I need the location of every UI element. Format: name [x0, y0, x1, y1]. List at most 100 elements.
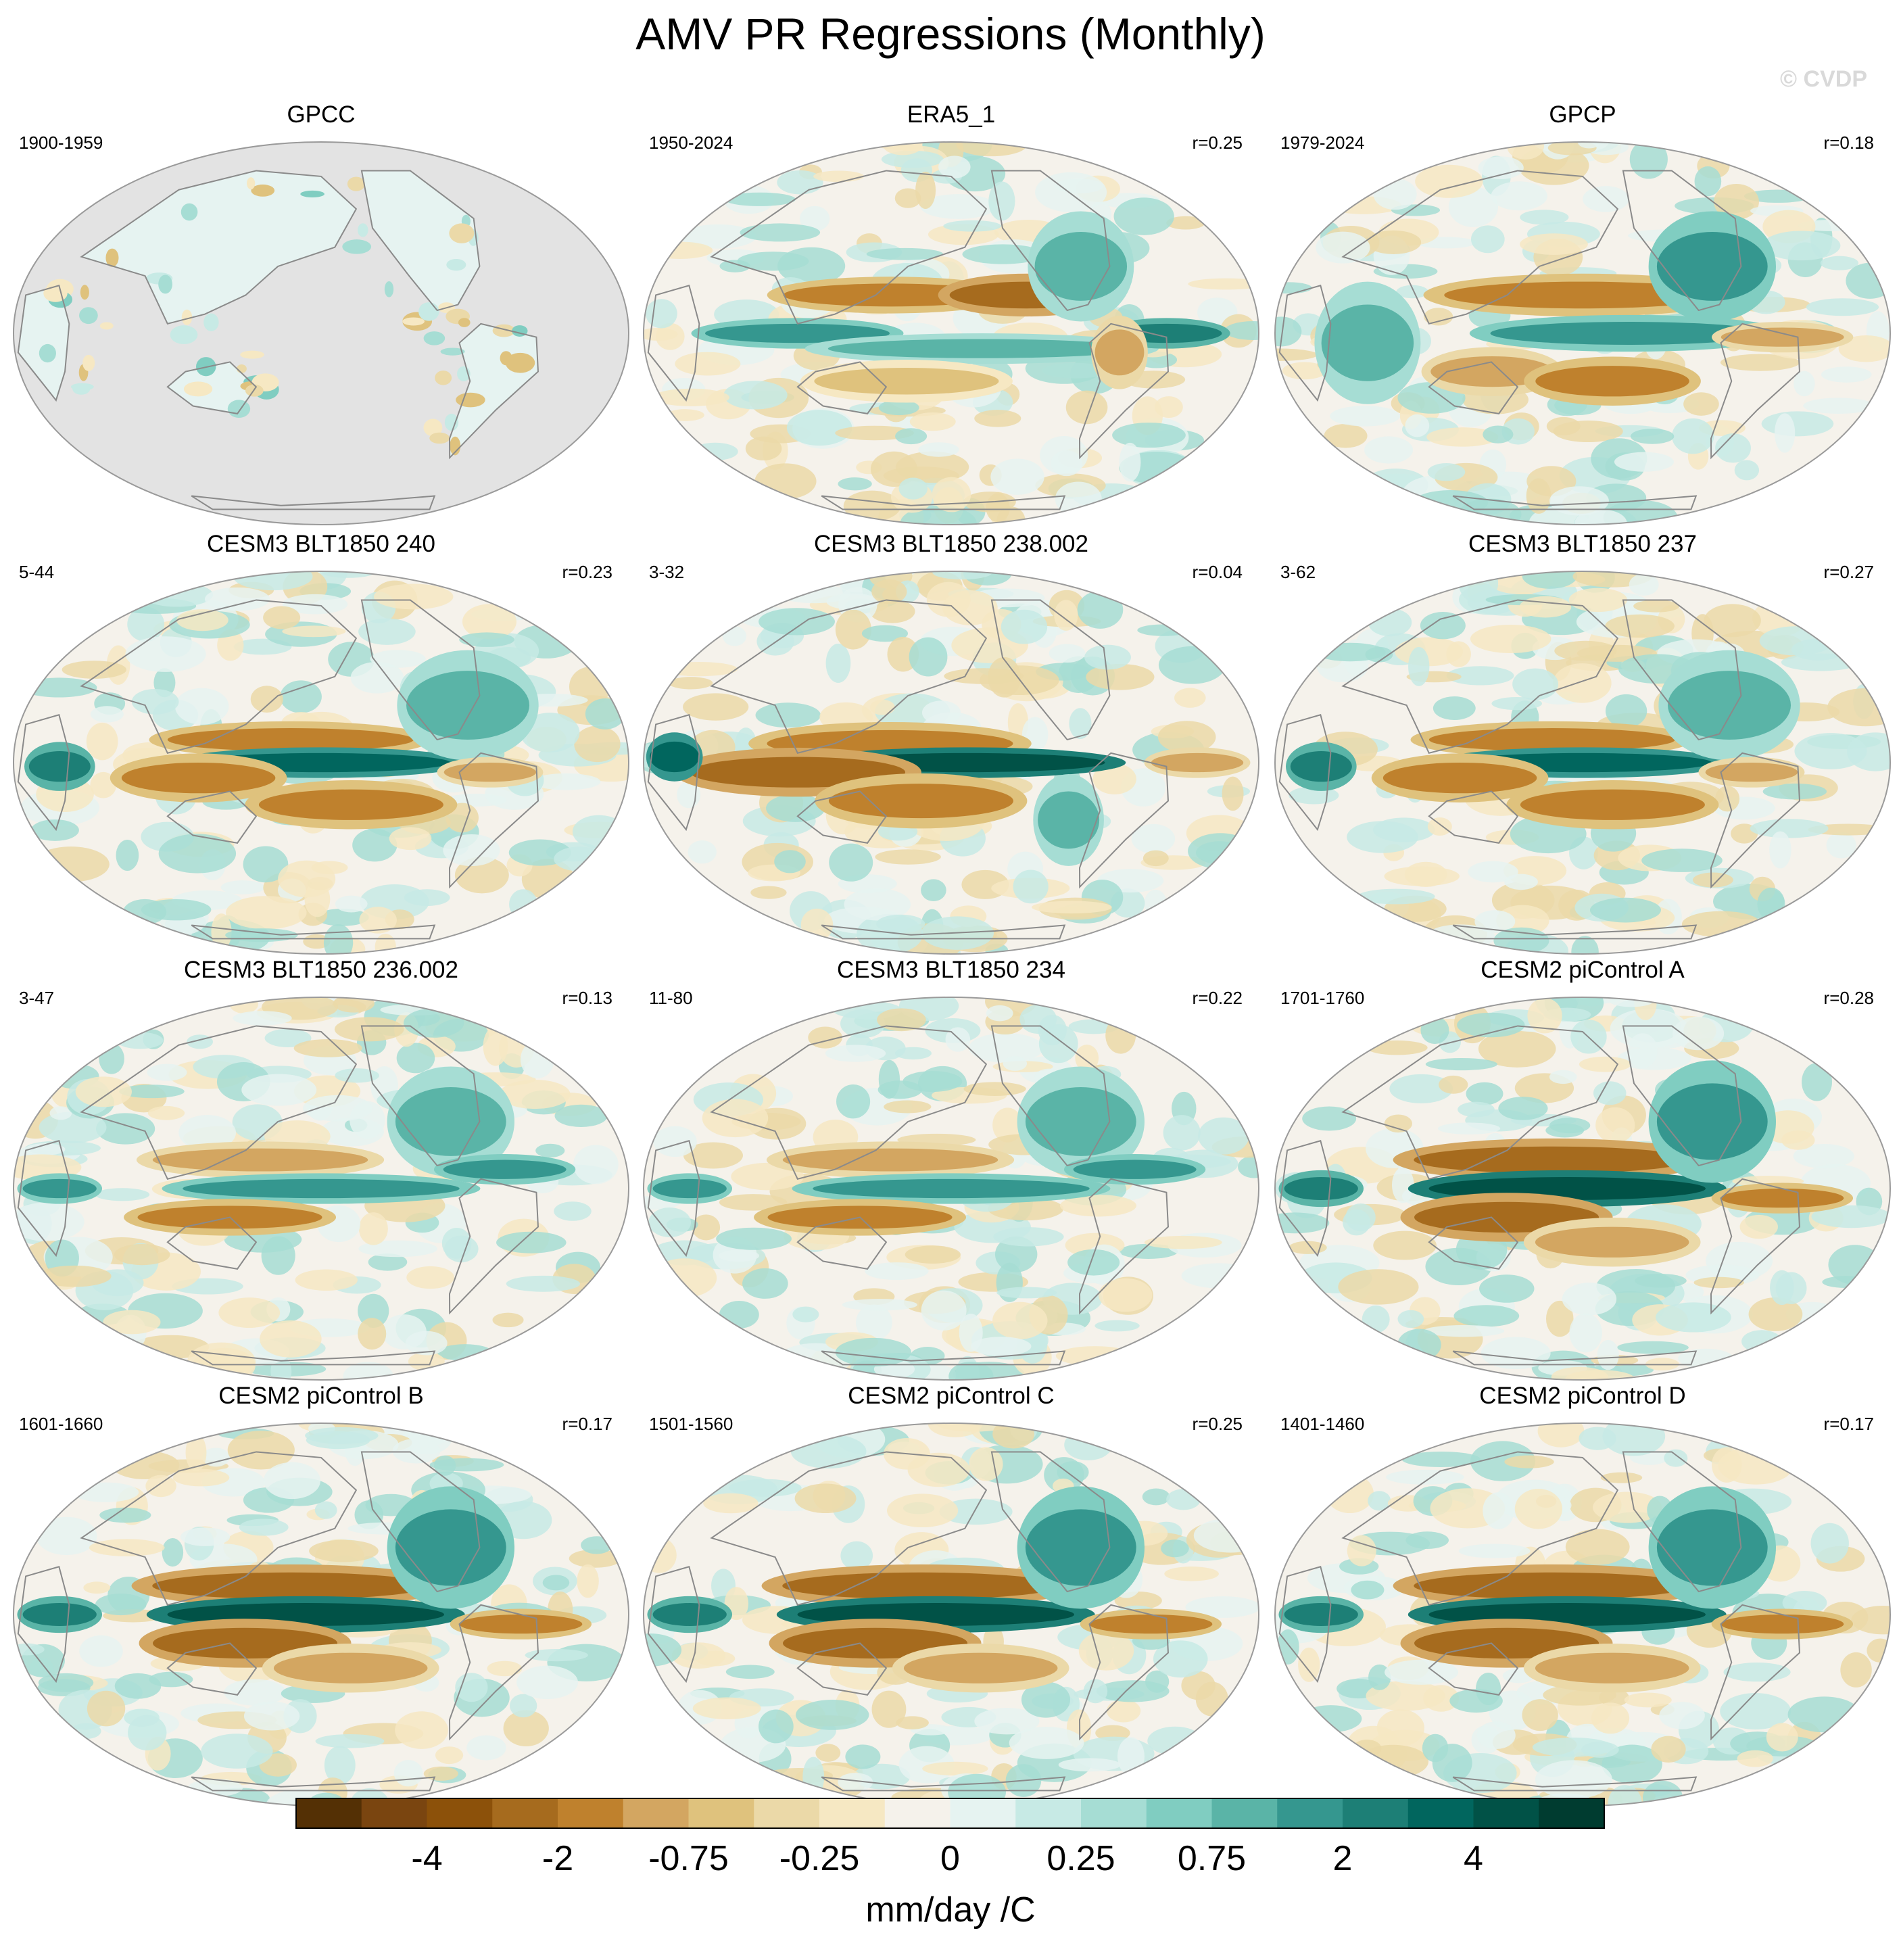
map-panel: CESM2 piControl B 1601-1660 r=0.17: [7, 1383, 635, 1809]
land-precip-patch: [72, 383, 91, 395]
map-noise-patch: [1672, 418, 1714, 454]
colorbar-segment: [884, 1798, 950, 1828]
map-noise-patch: [825, 644, 851, 683]
coastline: [710, 170, 988, 325]
panel-years: 1950-2024: [649, 133, 733, 153]
land-precip-patch: [402, 317, 425, 326]
map-noise-patch: [1396, 285, 1428, 299]
map-noise-patch: [483, 1026, 508, 1066]
map-noise-patch: [922, 1761, 988, 1776]
regression-anomaly: [1414, 1146, 1691, 1174]
map-noise-patch: [1222, 776, 1244, 811]
map-noise-patch: [932, 571, 992, 580]
land-precip-patch: [300, 190, 324, 197]
map-noise-patch: [1605, 614, 1675, 638]
map-noise-patch: [1049, 644, 1086, 663]
map-noise-patch: [525, 1649, 588, 1662]
coastline: [1710, 1604, 1801, 1741]
map-noise-patch: [1401, 1452, 1481, 1467]
map-noise-patch: [1408, 646, 1430, 686]
map-noise-patch: [250, 686, 283, 713]
regression-anomaly: [705, 323, 890, 343]
map-noise-patch: [745, 436, 782, 461]
map-noise-patch: [1720, 1693, 1791, 1730]
coastline: [1278, 714, 1332, 832]
panel-pattern-correlation: r=0.23: [562, 562, 612, 582]
map-noise-patch: [871, 1690, 907, 1728]
colorbar-tick-label: 0.75: [1178, 1839, 1246, 1878]
map-noise-patch: [119, 1084, 185, 1099]
robinson-map: [643, 141, 1259, 525]
map-noise-patch: [1762, 231, 1841, 261]
map-noise-patch: [909, 637, 948, 677]
map-noise-patch: [509, 1694, 537, 1718]
panel-years: 3-32: [649, 562, 685, 582]
map-panel: CESM3 BLT1850 236.002 3-47 r=0.13: [7, 957, 635, 1383]
map-noise-patch: [1106, 1699, 1141, 1723]
map-noise-patch: [895, 428, 928, 445]
map-noise-patch: [1433, 696, 1476, 720]
map-noise-patch: [227, 1431, 295, 1470]
coastline: [166, 790, 258, 844]
panel-years: 1900-1959: [19, 133, 103, 153]
regression-anomaly: [152, 1148, 368, 1172]
regression-anomaly: [395, 1087, 506, 1156]
map-noise-patch: [1569, 1313, 1602, 1353]
map-noise-patch: [1840, 1652, 1872, 1688]
map-noise-patch: [671, 1642, 726, 1669]
coastline: [1452, 495, 1698, 510]
map-noise-patch: [368, 1253, 408, 1271]
panel-years: 1601-1660: [19, 1414, 103, 1434]
map-noise-patch: [314, 1501, 337, 1519]
regression-anomaly: [28, 751, 91, 782]
map-noise-patch: [162, 1538, 184, 1567]
map-noise-patch: [503, 1710, 549, 1747]
robinson-map: [1274, 997, 1891, 1381]
map-noise-patch: [1092, 763, 1136, 794]
map-noise-patch: [1821, 366, 1872, 383]
map-noise-patch: [1491, 181, 1547, 211]
map-noise-patch: [1470, 625, 1551, 654]
map-noise-patch: [1591, 1702, 1630, 1734]
robinson-map: [1274, 1423, 1891, 1807]
map-noise-patch: [871, 579, 907, 604]
regression-anomaly: [827, 339, 1136, 358]
map-noise-patch: [506, 1275, 581, 1292]
map-noise-patch: [1347, 821, 1418, 853]
land-precip-patch: [240, 350, 264, 359]
map-noise-patch: [542, 1575, 570, 1591]
regression-anomaly: [121, 763, 276, 794]
map-noise-patch: [838, 477, 872, 491]
map-noise-patch: [1565, 1529, 1630, 1565]
map-noise-patch: [1683, 392, 1719, 416]
map-noise-patch: [1610, 1008, 1688, 1049]
map-noise-patch: [921, 1290, 967, 1331]
map-noise-patch: [260, 1320, 322, 1358]
land-precip-patch: [435, 371, 452, 385]
map-noise-patch: [909, 412, 956, 431]
map-noise-patch: [220, 880, 265, 894]
coastline: [647, 1566, 700, 1683]
coastline: [1428, 790, 1519, 844]
map-noise-patch: [742, 1268, 788, 1299]
map-noise-patch: [278, 860, 336, 898]
regression-anomaly: [152, 1572, 429, 1600]
map-noise-patch: [905, 1245, 961, 1264]
map-noise-patch: [535, 1143, 565, 1157]
coastline: [448, 322, 539, 460]
map-noise-patch: [531, 773, 601, 790]
regression-anomaly: [1321, 304, 1414, 381]
map-noise-patch: [970, 1337, 1032, 1356]
regression-anomaly: [273, 1652, 428, 1683]
land-precip-patch: [505, 352, 535, 373]
coastline: [1078, 1604, 1170, 1741]
map-noise-patch: [723, 192, 796, 206]
coastline: [1710, 322, 1801, 460]
map-noise-patch: [1514, 1489, 1562, 1529]
colorbar-frame: [295, 1798, 1605, 1829]
regression-anomaly: [782, 1148, 998, 1172]
regression-anomaly: [1535, 366, 1689, 397]
map-noise-patch: [280, 680, 322, 713]
map-noise-patch: [1366, 230, 1422, 254]
